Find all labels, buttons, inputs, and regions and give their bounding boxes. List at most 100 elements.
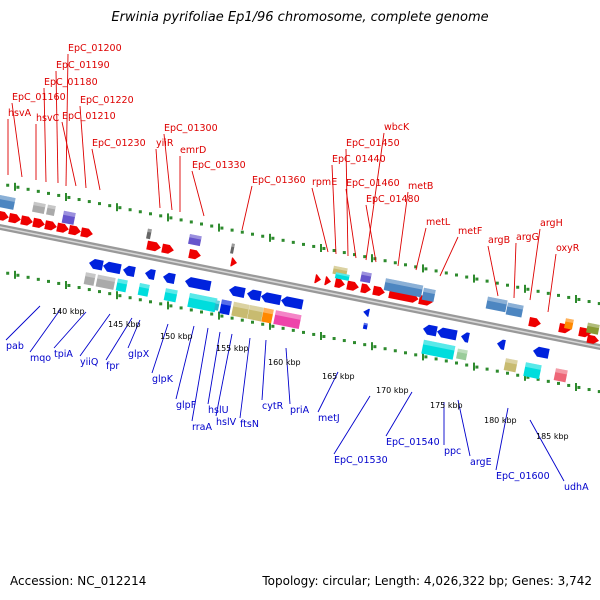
leader-line: [397, 191, 409, 267]
gene-box: [32, 201, 46, 214]
leader-line: [91, 148, 101, 191]
gene-box-shine: [249, 305, 264, 313]
tick-dot: [465, 363, 469, 367]
leader-line: [487, 245, 499, 297]
gene-block: [32, 201, 46, 214]
gene-box-shine: [189, 234, 202, 240]
gene-label: EpC_01600: [496, 471, 550, 482]
tick-dot: [149, 212, 152, 216]
tick-dot: [455, 361, 458, 365]
gene-box: [383, 278, 424, 298]
gene-arrow-reverse: [103, 261, 122, 275]
gene-block: [115, 278, 128, 293]
gene-block: [528, 317, 541, 328]
gene-block: [68, 225, 81, 236]
gene-label: EpC_01360: [252, 175, 306, 186]
gene-arrow-forward: [8, 213, 21, 224]
scale-label: 165 kbp: [322, 372, 355, 381]
feature-layer: [0, 194, 600, 383]
gene-box-shine: [363, 322, 368, 326]
tick-major: [218, 311, 220, 320]
tick-major: [14, 182, 16, 191]
tick-dot: [87, 200, 91, 204]
gene-label: yiiR: [156, 138, 174, 149]
gene-label: EpC_01450: [346, 138, 400, 149]
gene-block: [553, 368, 568, 383]
tick-major: [14, 270, 16, 279]
gene-block: [456, 348, 468, 361]
leader-line: [127, 319, 141, 349]
leader-line: [529, 419, 565, 482]
gene-label: argE: [470, 457, 492, 468]
tick-dot: [6, 271, 10, 275]
tick-dot: [98, 202, 101, 206]
gene-label: hsvC: [36, 113, 60, 124]
gene-label: EpC_01300: [164, 123, 218, 134]
tick-dot: [128, 208, 132, 212]
gene-arrow-reverse: [261, 292, 282, 306]
gene-label: metJ: [318, 413, 340, 424]
gene-label: EpC_01440: [332, 154, 386, 165]
leader-line: [191, 170, 205, 217]
tick-dot: [281, 238, 285, 242]
tick-dot: [230, 228, 234, 232]
leader-line: [239, 337, 251, 419]
gene-block: [247, 305, 264, 322]
tick-dot: [6, 183, 10, 187]
gene-box-shine: [233, 301, 250, 310]
tick-dot: [240, 230, 244, 234]
tick-dot: [98, 290, 101, 294]
gene-label: EpC_01540: [386, 437, 440, 448]
tick-dot: [36, 189, 40, 193]
gene-box-shine: [385, 278, 424, 290]
leader-line: [261, 339, 267, 401]
leader-line: [345, 148, 349, 257]
tick-dot: [87, 288, 91, 292]
gene-block: [231, 301, 250, 319]
tick-dot: [312, 244, 316, 248]
tick-dot: [108, 204, 112, 208]
gene-arrow-forward: [44, 220, 57, 231]
leader-line: [55, 70, 59, 184]
leader-line: [547, 253, 557, 313]
gene-block: [383, 278, 424, 298]
tick-dot: [353, 341, 356, 345]
gene-label: cytR: [262, 401, 284, 412]
tick-dot: [536, 377, 540, 381]
gene-block: [586, 334, 599, 344]
gene-label: hslV: [216, 417, 237, 428]
gene-arrow-forward: [80, 227, 93, 238]
tick-dot: [332, 249, 336, 253]
gene-block: [334, 278, 345, 289]
tick-dot: [363, 255, 367, 259]
scale-label: 145 kbp: [108, 320, 141, 329]
gene-arrow-reverse: [247, 289, 262, 302]
gene-block: [533, 346, 550, 359]
gene-arrow-forward: [230, 257, 238, 267]
gene-box: [503, 358, 518, 373]
gene-label: EpC_01220: [80, 95, 134, 106]
tick-dot: [261, 234, 265, 238]
gene-block: [103, 261, 122, 275]
gene-block: [564, 318, 574, 330]
gene-box: [0, 194, 16, 210]
tick-major: [371, 342, 373, 351]
scale-label: 175 kbp: [430, 401, 463, 410]
tick-dot: [373, 257, 377, 261]
gene-box-shine: [189, 293, 218, 304]
gene-box: [564, 318, 574, 330]
tick-dot: [434, 357, 438, 361]
gene-box: [360, 271, 372, 284]
gene-box: [421, 339, 456, 360]
gene-arrow-forward: [586, 334, 599, 344]
tick-dot: [414, 265, 418, 269]
gene-label: hslU: [208, 405, 229, 416]
gene-label: ftsN: [240, 419, 259, 430]
tick-dot: [322, 246, 326, 250]
gene-label: argB: [488, 235, 510, 246]
gene-block: [188, 234, 202, 247]
gene-box-shine: [117, 278, 128, 285]
gene-arrow-reverse: [89, 258, 104, 271]
gene-arrow-forward: [146, 240, 161, 252]
gene-block: [185, 277, 212, 292]
